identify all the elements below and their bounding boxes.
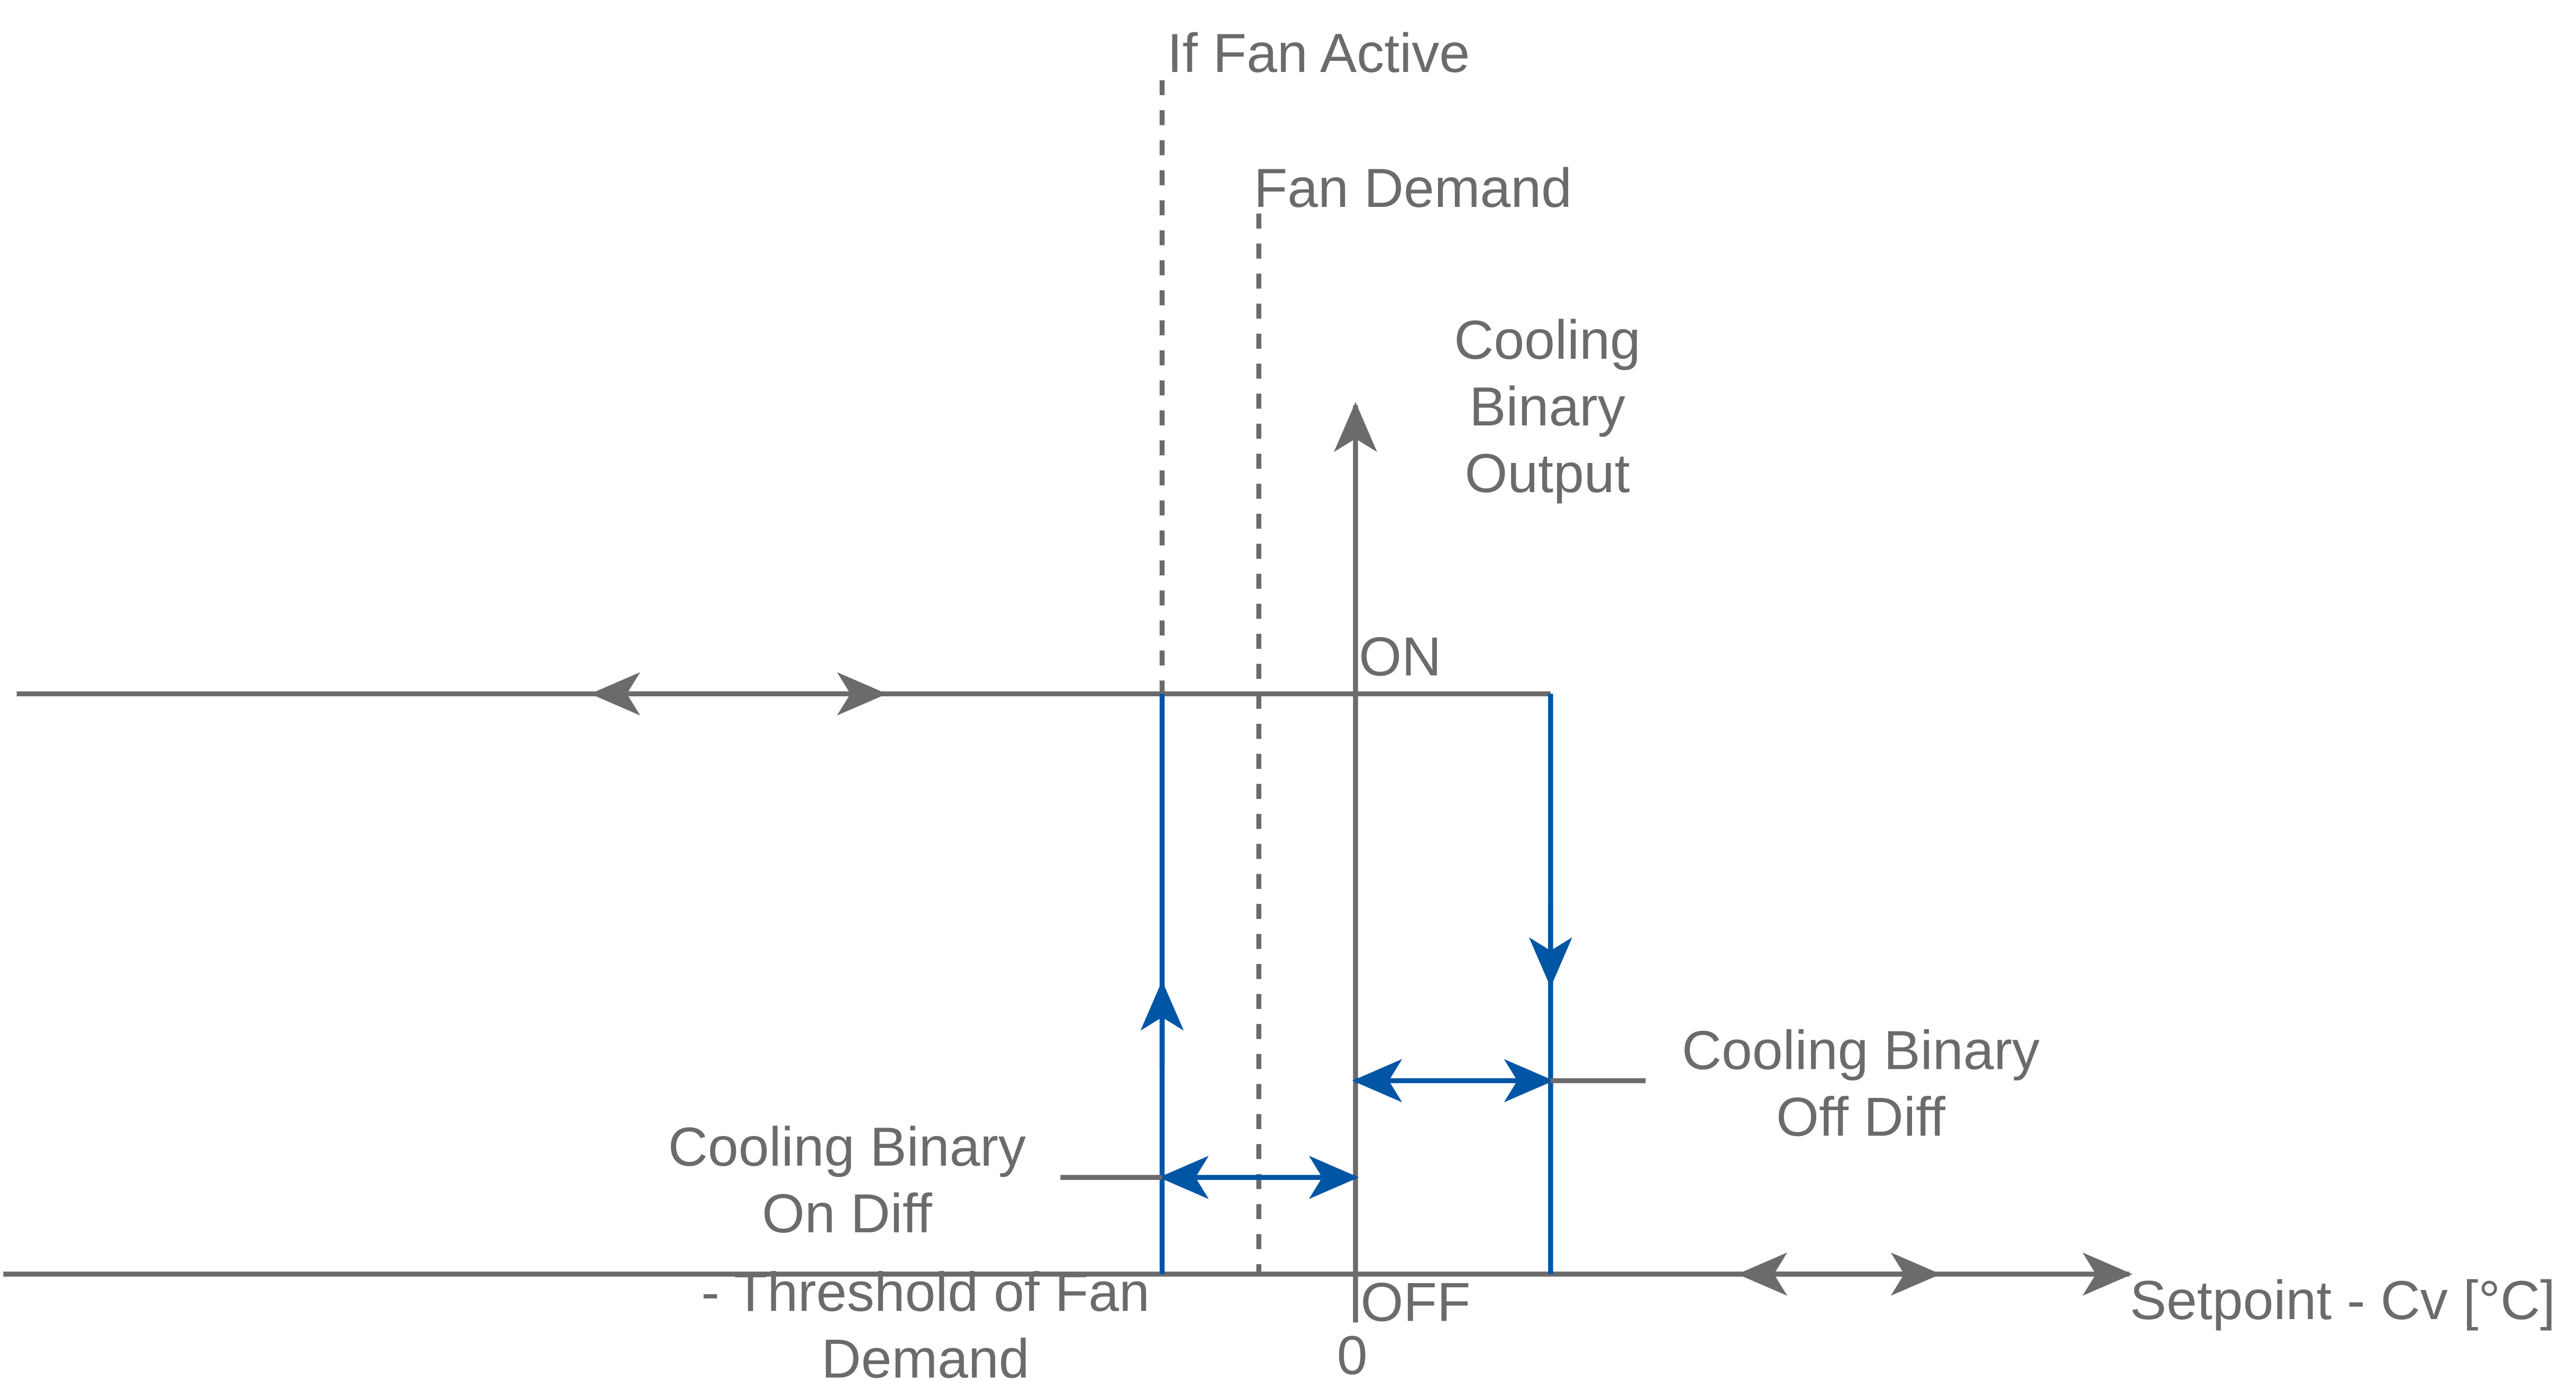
on-label: ON — [1359, 626, 1441, 688]
y-axis-label-line1: Cooling — [1454, 310, 1641, 371]
zero-label: 0 — [1337, 1325, 1368, 1381]
on-diff-label-line2: On Diff — [762, 1183, 933, 1244]
off-diff-label-line2: Off Diff — [1776, 1086, 1946, 1148]
x-axis-label: Setpoint - Cv [°C] — [2130, 1270, 2555, 1331]
if-fan-active-label: If Fan Active — [1167, 23, 1470, 84]
off-label: OFF — [1361, 1271, 1471, 1333]
on-diff-label-line1: Cooling Binary — [668, 1116, 1026, 1178]
y-axis-label-line2: Binary — [1469, 376, 1625, 438]
y-axis-label-line3: Output — [1464, 443, 1630, 504]
off-diff-label-line1: Cooling Binary — [1682, 1020, 2040, 1081]
fan-demand-label: Fan Demand — [1254, 158, 1572, 219]
threshold-label-line2: Demand — [822, 1328, 1030, 1381]
threshold-label-line1: - Threshold of Fan — [701, 1261, 1150, 1323]
